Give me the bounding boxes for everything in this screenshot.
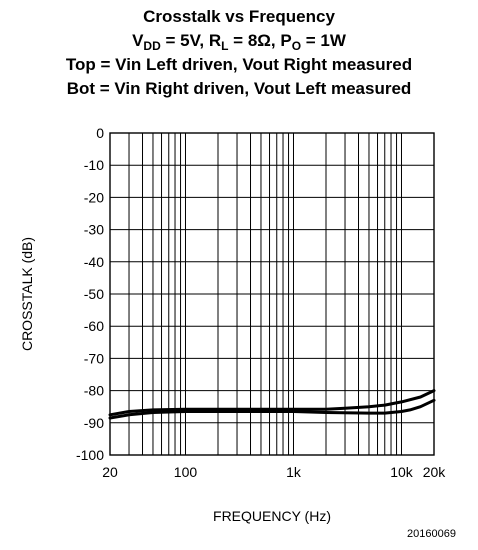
x-tick-label: 100	[174, 464, 198, 480]
plot-frame	[109, 132, 435, 456]
x-tick-label: 10k	[390, 464, 414, 480]
series-group	[108, 389, 436, 420]
chart-subtitle-top-curve: Top = Vin Left driven, Vout Right measur…	[65, 55, 413, 74]
rl-value: = 8Ω,	[228, 31, 281, 50]
chart-title: Crosstalk vs Frequency	[143, 7, 335, 26]
po-subscript: O	[291, 39, 302, 53]
y-tick-label: 0	[96, 125, 104, 141]
grid	[109, 132, 435, 456]
po-symbol: P	[280, 31, 292, 50]
y-axis-label: CROSSTALK (dB)	[19, 237, 35, 351]
vdd-symbol: V	[132, 31, 144, 50]
y-tick-label: -20	[84, 189, 104, 205]
chart-subtitle-bottom-curve: Bot = Vin Right driven, Vout Left measur…	[66, 79, 412, 98]
y-tick-label: -10	[84, 157, 104, 173]
y-tick-label: -70	[84, 350, 104, 366]
y-tick-label: -90	[84, 415, 104, 431]
y-tick-label: -80	[84, 383, 104, 399]
series-line-bottom	[108, 398, 436, 420]
x-tick-label: 20	[102, 464, 118, 480]
vdd-value: = 5V,	[160, 31, 209, 50]
y-tick-label: -60	[84, 318, 104, 334]
y-tick-label: -50	[84, 286, 104, 302]
figure-id: 20160069	[407, 528, 456, 540]
y-tick-label: -100	[76, 447, 104, 463]
x-tick-label: 1k	[286, 464, 302, 480]
po-value: = 1W	[301, 31, 346, 50]
vdd-subscript: DD	[143, 39, 161, 53]
x-tick-label: 20k	[423, 464, 447, 480]
series-line-top	[108, 389, 436, 417]
y-tick-label: -40	[84, 254, 104, 270]
rl-subscript: L	[221, 39, 229, 53]
y-tick-label: -30	[84, 222, 104, 238]
chart-subtitle-conditions: VDD = 5V, RL = 8Ω, PO = 1W	[0, 30, 478, 53]
x-axis-label: FREQUENCY (Hz)	[213, 508, 331, 524]
rl-symbol: R	[208, 31, 222, 50]
